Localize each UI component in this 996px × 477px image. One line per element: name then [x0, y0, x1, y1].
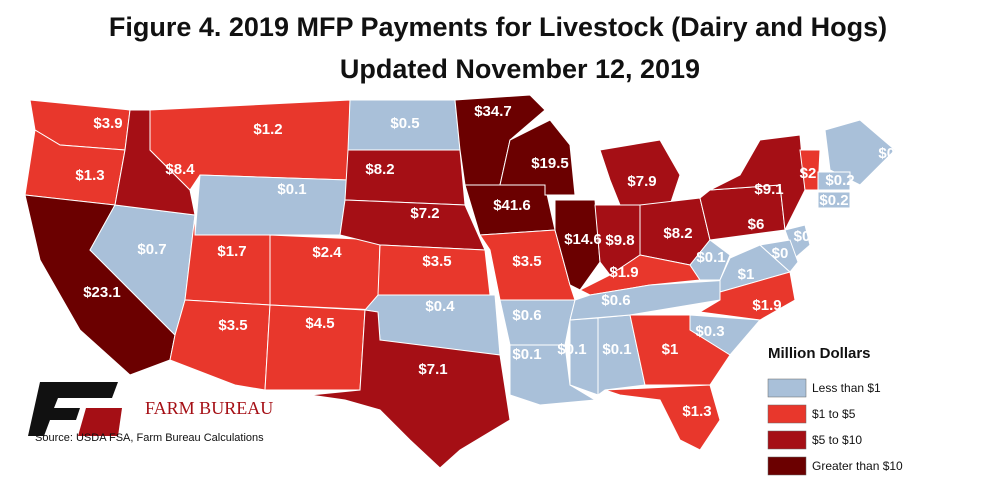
- state-shape: [604, 384, 721, 451]
- legend-label: $1 to $5: [812, 407, 856, 421]
- state-label: $1.3: [75, 167, 104, 184]
- state-shape: [824, 119, 896, 186]
- state-label: $34.7: [474, 103, 512, 120]
- state-label: $0.2: [819, 192, 848, 209]
- state-label: $1: [662, 341, 679, 358]
- source: Source: USDA FSA, Farm Bureau Calculatio…: [35, 432, 264, 444]
- state-label: $0.5: [878, 145, 907, 162]
- title: Figure 4. 2019 MFP Payments for Livestoc…: [109, 12, 887, 42]
- state-label: $1.9: [609, 264, 638, 281]
- state-label: $41.6: [493, 197, 531, 214]
- state-label: $1: [738, 266, 755, 283]
- state-label: $9.8: [605, 232, 634, 249]
- state-label: $0.1: [557, 341, 586, 358]
- state-label: $3.9: [93, 115, 122, 132]
- state-label: $7.2: [410, 205, 439, 222]
- state-shape: [194, 174, 349, 236]
- state-label: $14.6: [564, 231, 602, 248]
- state-label: $0.4: [425, 298, 455, 315]
- legend-label: Greater than $10: [812, 459, 903, 473]
- state-label: $0.6: [512, 307, 541, 324]
- state-label: $2: [800, 165, 817, 182]
- legend-label: Less than $1: [812, 381, 881, 395]
- state-label: $23.1: [83, 284, 121, 301]
- state-label: $8.4: [165, 161, 195, 178]
- state-label: $0.3: [695, 323, 724, 340]
- state-label: $0.1: [512, 346, 541, 363]
- state-label: $0: [772, 245, 789, 262]
- state-label: $0.5: [390, 115, 419, 132]
- state-label: $0.1: [277, 181, 306, 198]
- state-label: $6: [748, 216, 765, 233]
- logo-text: FARM BUREAU: [145, 398, 273, 418]
- state-label: $1.9: [752, 297, 781, 314]
- state-label: $4.5: [305, 315, 334, 332]
- state-label: $8.2: [663, 225, 692, 242]
- state-shape: [499, 119, 576, 196]
- states: $3.9 $1.3 $23.1 $0.7 $8.4 $1.2 $0.1 $1.7 $2.4 $3.…: [24, 94, 908, 469]
- state-label: $19.5: [531, 155, 569, 172]
- state-shape: [499, 299, 576, 346]
- state-label: $0.7: [137, 241, 166, 258]
- state-label: $0: [794, 228, 811, 245]
- state-shape: [629, 314, 731, 386]
- state-label: $0.1: [602, 341, 631, 358]
- legend-swatch: [767, 378, 807, 398]
- state-label: $2.4: [312, 244, 342, 261]
- subtitle: Updated November 12, 2019: [340, 54, 700, 84]
- state-label: $1.3: [682, 403, 711, 420]
- state-shape: [344, 149, 466, 206]
- state-shape: [169, 299, 271, 391]
- legend-swatch: [767, 430, 807, 450]
- state-shape: [309, 309, 511, 469]
- legend-title: Million Dollars: [768, 345, 871, 362]
- legend: Less than $1 $1 to $5 $5 to $10 Greater tha…: [767, 378, 903, 476]
- state-shape: [817, 171, 851, 191]
- state-label: $0.1: [696, 249, 725, 266]
- state-shape: [758, 239, 799, 273]
- state-shape: [817, 191, 851, 209]
- state-label: $0.2: [825, 172, 854, 189]
- state-label: $9.1: [754, 181, 783, 198]
- state-label: $1.7: [217, 243, 246, 260]
- state-label: $3.5: [218, 317, 247, 334]
- state-label: $0.6: [601, 292, 630, 309]
- state-shape: [689, 239, 731, 281]
- state-label: $7.1: [418, 361, 447, 378]
- state-label: $7.9: [627, 173, 656, 190]
- legend-swatch: [767, 404, 807, 424]
- state-label: $3.5: [422, 253, 451, 270]
- state-label: $8.2: [365, 161, 394, 178]
- state-shape: [509, 344, 597, 406]
- state-label: $1.2: [253, 121, 282, 138]
- legend-label: $5 to $10: [812, 433, 862, 447]
- state-label: $3.5: [512, 253, 541, 270]
- logo-mark: [28, 382, 122, 436]
- legend-swatch: [767, 456, 807, 476]
